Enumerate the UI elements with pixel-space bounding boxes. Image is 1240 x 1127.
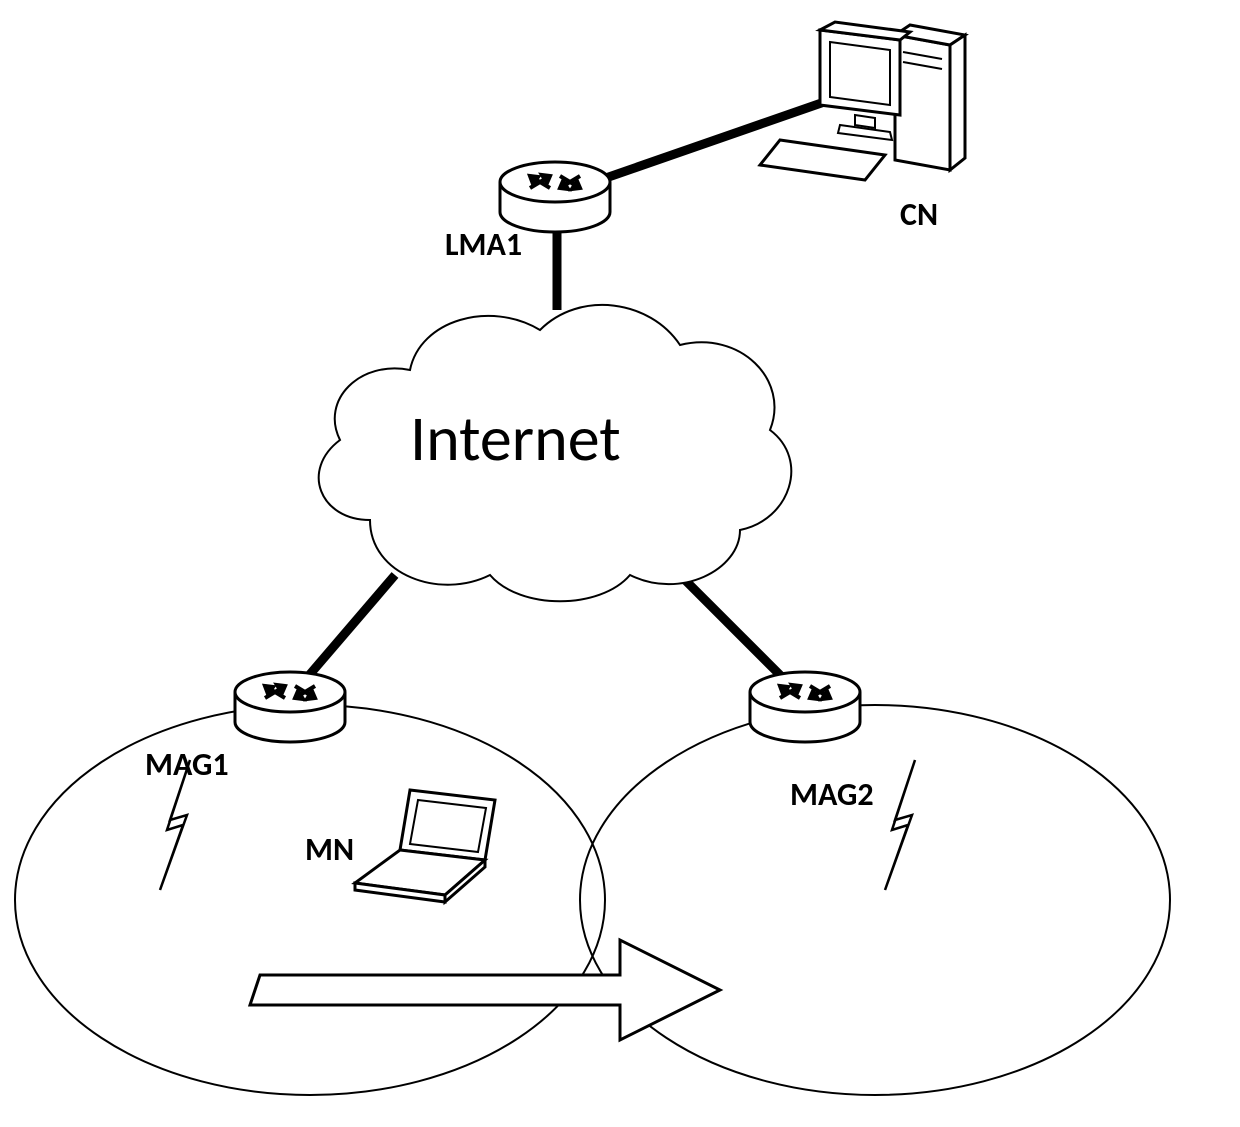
- label-mag2: MAG2: [790, 775, 874, 814]
- coverage-ellipse-1: [15, 705, 605, 1095]
- label-lma1: LMA1: [445, 225, 522, 264]
- edge-internet-mag1: [305, 575, 395, 680]
- computer-cn-icon: [760, 22, 965, 180]
- router-lma1-icon: [500, 162, 610, 232]
- label-internet: Internet: [410, 400, 621, 478]
- router-mag1-icon: [235, 672, 345, 742]
- diagram-canvas: [0, 0, 1240, 1127]
- movement-arrow-icon: [250, 940, 720, 1040]
- edge-internet-mag2: [680, 575, 790, 685]
- lightning-2-icon: [885, 760, 915, 890]
- coverage-ellipse-2: [580, 705, 1170, 1095]
- router-mag2-icon: [750, 672, 860, 742]
- label-mag1: MAG1: [145, 745, 229, 784]
- label-mn: MN: [305, 830, 354, 869]
- label-cn: CN: [900, 195, 938, 234]
- laptop-mn-icon: [355, 790, 495, 902]
